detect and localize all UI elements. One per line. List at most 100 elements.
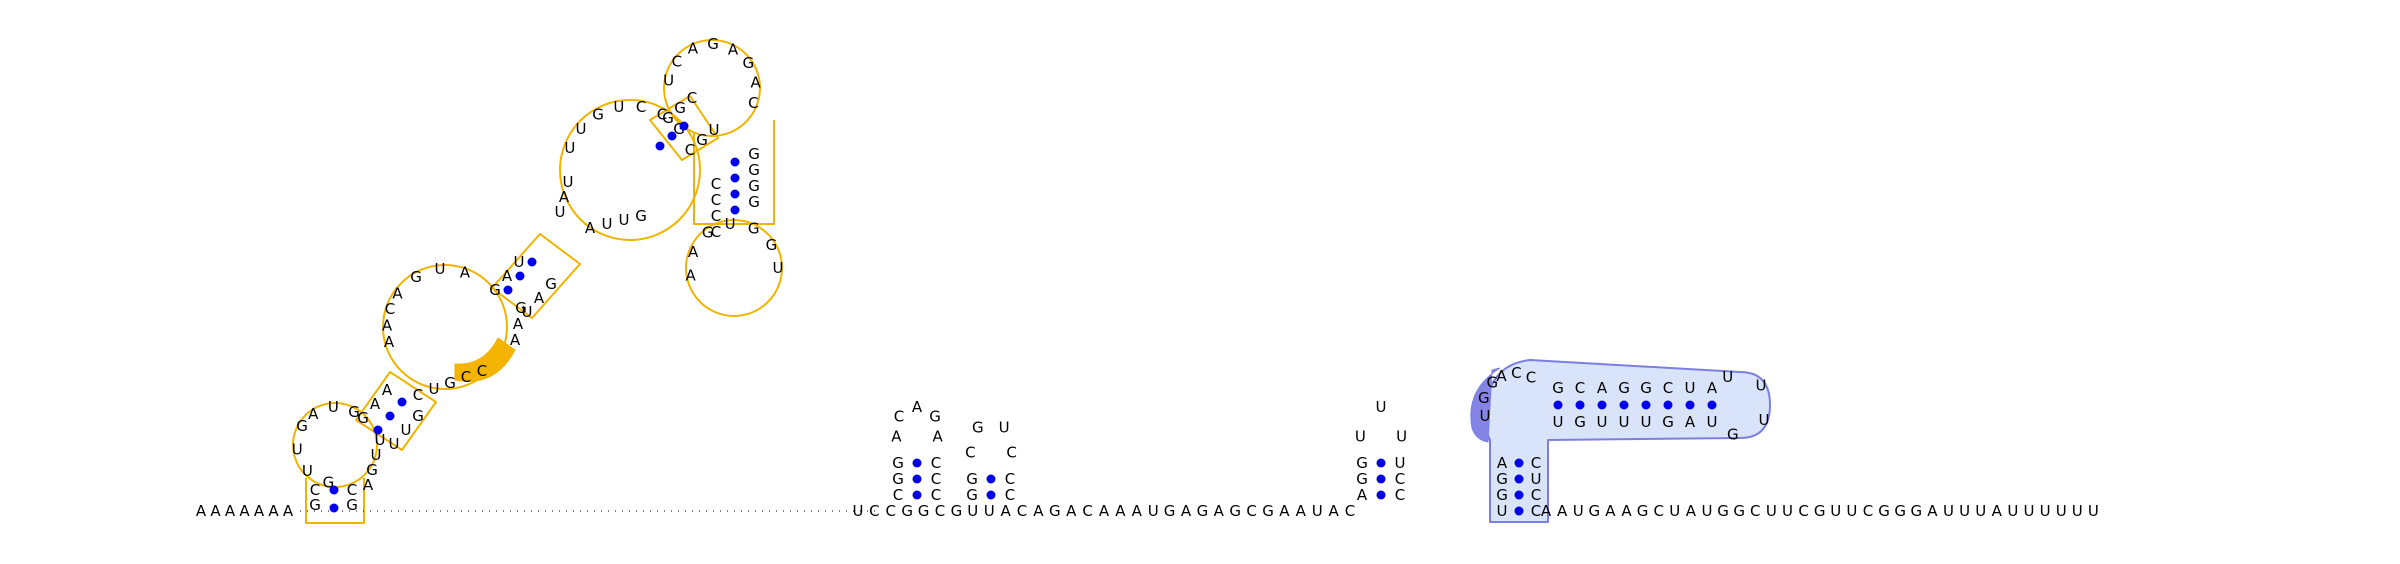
loop-nucleotide: C [1526,368,1536,386]
backbone-nucleotide: A [1214,502,1225,520]
loop-nucleotide: G [972,418,984,436]
loop-nucleotide: C [657,106,667,124]
backbone-nucleotide: U [1975,502,1986,520]
backbone-nucleotide: U [2056,502,2067,520]
loop-nucleotide: A [585,219,596,237]
backbone-nucleotide: A [210,502,221,520]
loop-nucleotide: G [515,299,527,317]
loop-nucleotide: A [510,331,521,349]
loop-nucleotide: A [751,74,762,92]
loop-nucleotide: G [707,35,719,53]
backbone-nucleotide: U [967,502,978,520]
backbone-nucleotide: G [1229,502,1241,520]
stem-nucleotide: G [1356,454,1368,472]
backbone-nucleotide: A [1992,502,2003,520]
stem-nucleotide: A [1685,413,1696,431]
backbone-nucleotide: U [1573,502,1584,520]
backbone-nucleotide: U [1702,502,1713,520]
stem-nucleotide: G [1496,486,1508,504]
stem-nucleotide: U [1641,413,1652,431]
stem-nucleotide: G [1356,470,1368,488]
backbone-nucleotide: A [1099,502,1110,520]
stem-nucleotide: G [748,161,760,179]
backbone-nucleotide: G [1588,502,1600,520]
base-pair-dot [679,121,689,131]
backbone-nucleotide: U [2088,502,2099,520]
loop-nucleotide: A [686,267,697,285]
stem-nucleotide: U [401,421,412,439]
stem-nucleotide: U [1707,413,1718,431]
backbone-nucleotide: A [1328,502,1339,520]
nucleotide: G [309,496,321,514]
backbone-nucleotide: U [1782,502,1793,520]
stem-nucleotide: A [370,395,381,413]
loop-nucleotide: C [1006,444,1016,462]
nucleotide: C [347,481,357,499]
base-pair-dot [503,285,513,295]
loop-nucleotide: U [663,71,674,89]
stem-nucleotide: C [711,223,721,241]
base-pair-dot [527,257,537,267]
loop-nucleotide: G [766,236,778,254]
stem-nucleotide: A [1357,486,1368,504]
loop-nucleotide: G [592,106,604,124]
base-pair-dot [1663,400,1673,410]
stem-nucleotide: C [711,191,721,209]
base-pair-dot [1575,400,1585,410]
loop-nucleotide: U [429,380,440,398]
base-pair-dot [730,157,740,167]
base-pair-dot [912,474,922,484]
loop-nucleotide: G [635,207,647,225]
highlight-nucleotide: U [1479,407,1490,425]
backbone-nucleotide: U [1959,502,1970,520]
loop-nucleotide: A [513,315,524,333]
backbone-nucleotide: A [225,502,236,520]
backbone-nucleotide: A [1557,502,1568,520]
loop-nucleotide: G [323,473,335,491]
stem-nucleotide: C [1395,470,1405,488]
loop-nucleotide: A [363,476,374,494]
backbone-nucleotide: U [1766,502,1777,520]
stem-nucleotide: G [1662,413,1674,431]
backbone-nucleotide: U [2072,502,2083,520]
backbone-nucleotide: U [1148,502,1159,520]
backbone-nucleotide: A [239,502,250,520]
base-pair-dot [667,131,677,141]
base-pair-dot [1376,490,1386,500]
backbone-nucleotide: A [1605,502,1616,520]
loop-nucleotide: G [410,268,422,286]
base-pair-dot [1685,400,1695,410]
base-pair-dot [1376,474,1386,484]
stem-nucleotide: U [1497,502,1508,520]
backbone-nucleotide: C [1653,502,1663,520]
stem-nucleotide: G [662,109,674,127]
backbone-nucleotide: G [901,502,913,520]
backbone-nucleotide: U [2024,502,2035,520]
stem-nucleotide: G [748,177,760,195]
stem-nucleotide: G [748,193,760,211]
loop-nucleotide: C [385,300,395,318]
loop-nucleotide: G [673,120,685,138]
loop-nucleotide: C [748,94,758,112]
stem-nucleotide: U [389,435,400,453]
stem-nucleotide: C [931,470,941,488]
stem-nucleotide: G [1496,470,1508,488]
loop-nucleotide: C [636,98,646,116]
backbone-nucleotide: A [1927,502,1938,520]
loop-nucleotide: U [292,440,303,458]
backbone-nucleotide: A [1033,502,1044,520]
stem-nucleotide: C [1531,502,1541,520]
loop-nucleotide: G [743,54,755,72]
base-pair-dot [1707,400,1717,410]
backbone-nucleotide: G [1197,502,1209,520]
stem-nucleotide: G [357,409,369,427]
backbone-nucleotide: A [196,502,207,520]
base-pair-dot [1514,506,1524,516]
base-pair-dot [912,490,922,500]
stem-nucleotide: U [709,121,720,139]
backbone-nucleotide: C [1017,502,1027,520]
loop-nucleotide: G [748,220,760,238]
stem-nucleotide: C [1531,454,1541,472]
base-pair-dot [1514,474,1524,484]
backbone-nucleotide: C [1798,502,1808,520]
